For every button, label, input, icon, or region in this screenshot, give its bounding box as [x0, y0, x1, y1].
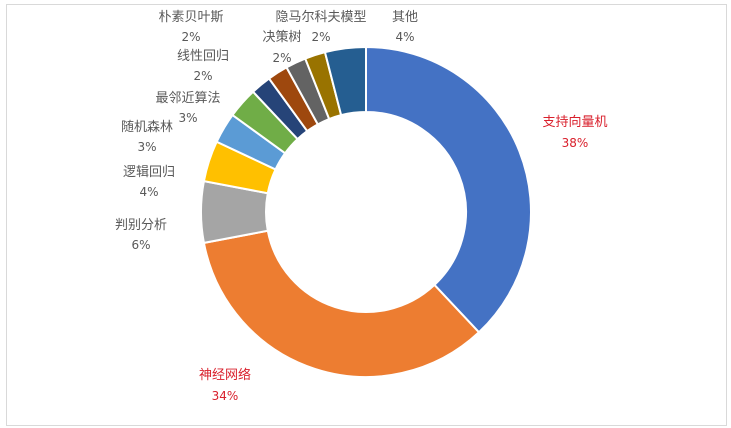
slice-percent-10: 2% — [311, 30, 330, 44]
slice-percent-11: 4% — [395, 30, 414, 44]
slice-label-3: 判别分析 — [115, 218, 167, 233]
slice-label-9: 决策树 — [262, 29, 301, 45]
slice-1 — [365, 45, 532, 334]
slice-percent-7: 2% — [193, 69, 212, 83]
slice-11 — [323, 45, 367, 117]
slice-2 — [202, 229, 481, 378]
slice-label-2: 神经网络 — [199, 367, 251, 383]
slice-label-1: 支持向量机 — [542, 114, 607, 130]
slice-label-5: 随机森林 — [121, 120, 173, 135]
slice-label-7: 线性回归 — [177, 49, 229, 64]
slice-label-10: 隐马尔科夫模型 — [275, 10, 366, 25]
slice-percent-8: 2% — [181, 30, 200, 44]
slice-label-4: 逻辑回归 — [123, 165, 175, 180]
slice-percent-5: 3% — [137, 140, 156, 154]
slice-percent-1: 38% — [562, 136, 589, 150]
slice-percent-6: 3% — [178, 111, 197, 125]
slice-percent-9: 2% — [272, 51, 291, 65]
slice-percent-3: 6% — [131, 238, 150, 252]
slice-label-6: 最邻近算法 — [155, 91, 220, 106]
slice-label-8: 朴素贝叶斯 — [158, 10, 223, 25]
slice-percent-4: 4% — [139, 185, 158, 199]
slice-percent-2: 34% — [212, 389, 239, 403]
slice-label-11: 其他 — [392, 10, 418, 25]
